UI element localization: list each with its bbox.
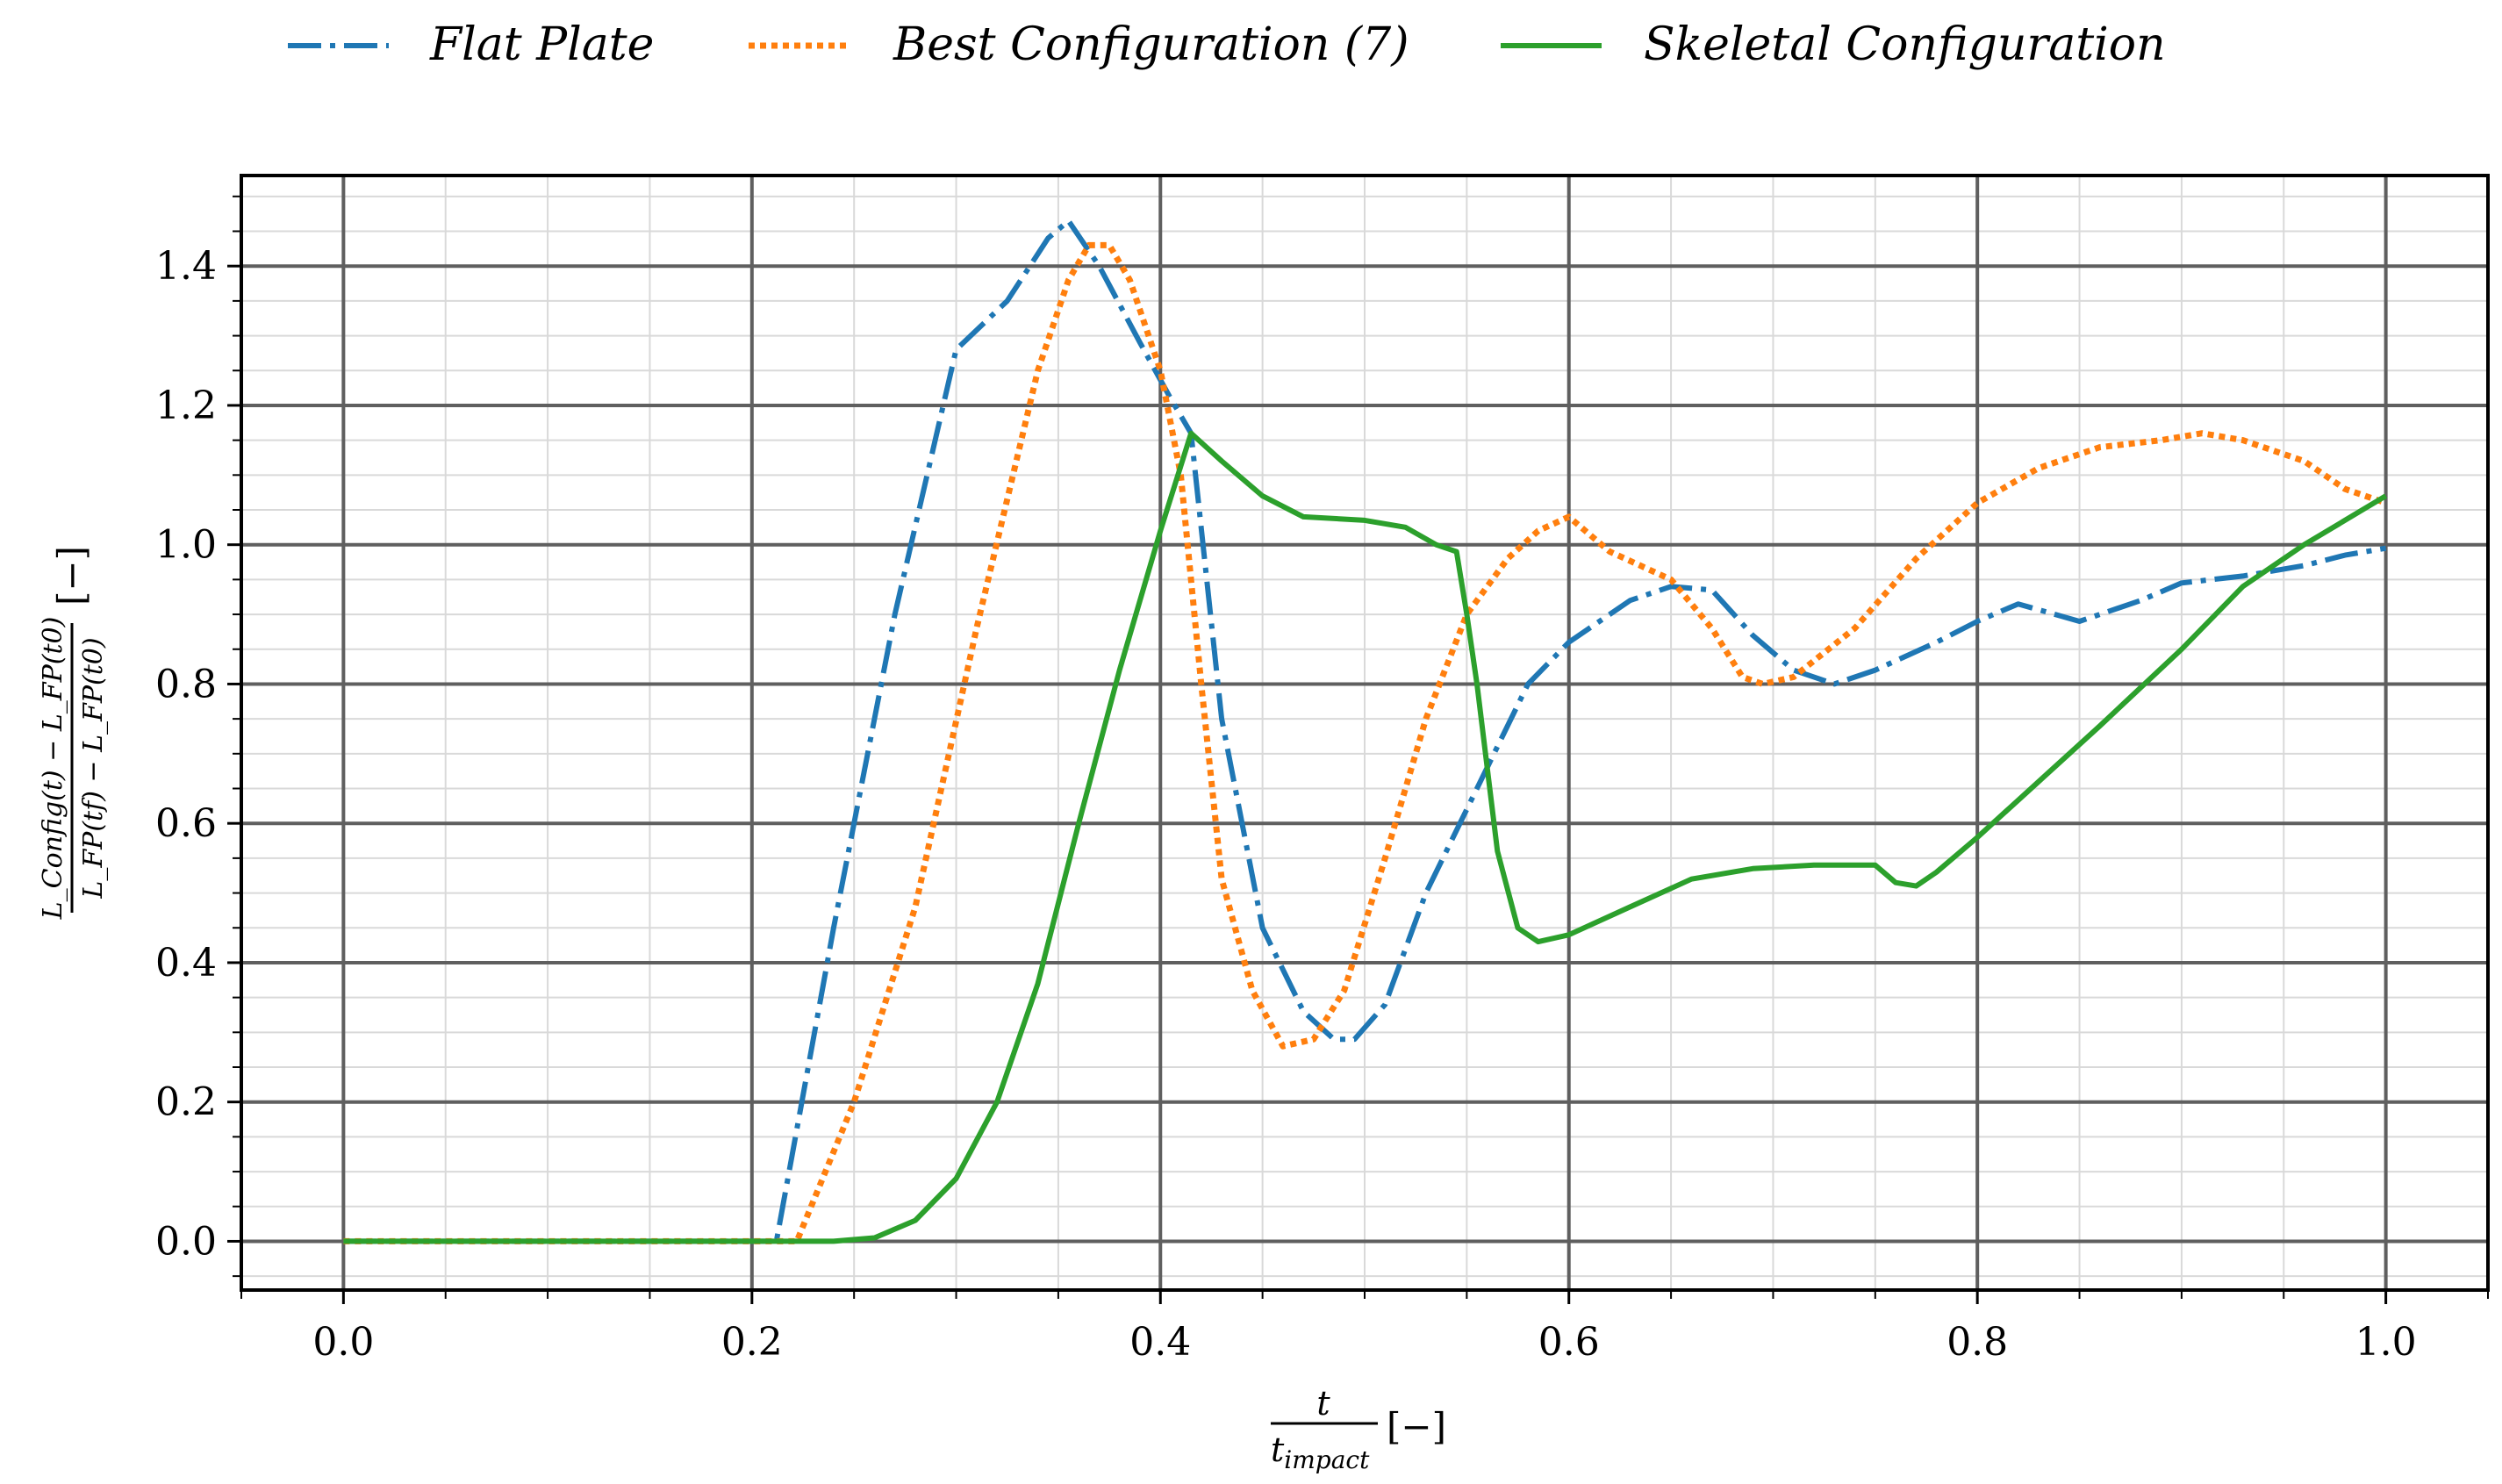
x-tick-label: 1.0 bbox=[2355, 1320, 2417, 1365]
y-axis-label-denominator: L_FP(tf) − L_FP(t0) bbox=[78, 637, 109, 899]
legend: Flat Plate Best Configuration (7) Skelet… bbox=[288, 18, 2166, 71]
y-tick-label: 0.6 bbox=[155, 801, 217, 846]
x-tick-label: 0.6 bbox=[1538, 1320, 1600, 1365]
legend-item-best-configuration: Best Configuration (7) bbox=[749, 18, 1409, 71]
y-tick-label: 1.4 bbox=[155, 244, 217, 289]
ticks bbox=[227, 195, 2489, 1304]
y-tick-label: 0.0 bbox=[155, 1219, 217, 1264]
series-line-skeletal-configuration bbox=[343, 430, 2388, 1244]
x-axis-label-denominator: timpact bbox=[1271, 1430, 1370, 1474]
legend-label-flat-plate: Flat Plate bbox=[429, 18, 654, 71]
y-tick-label: 0.2 bbox=[155, 1080, 217, 1125]
x-tick-label: 0.0 bbox=[312, 1320, 374, 1365]
y-tick-label: 1.0 bbox=[155, 523, 217, 568]
tick-labels: 0.0 0.2 0.4 0.6 0.8 1.0 0.0 0.2 0.4 0.6 0.8 1.0 1.2 1… bbox=[155, 244, 2417, 1365]
x-axis-label-unit: [−] bbox=[1387, 1405, 1446, 1448]
x-axis-label-numerator: t bbox=[1316, 1384, 1330, 1423]
y-axis-label-unit: [−] bbox=[50, 546, 93, 606]
legend-item-flat-plate: Flat Plate bbox=[288, 18, 654, 71]
x-tick-label: 0.8 bbox=[1946, 1320, 2008, 1365]
y-tick-label: 1.2 bbox=[155, 384, 217, 428]
x-tick-label: 0.2 bbox=[721, 1320, 783, 1365]
series-layer bbox=[343, 218, 2388, 1244]
legend-label-best-configuration: Best Configuration (7) bbox=[893, 18, 1409, 71]
legend-label-skeletal-configuration: Skeletal Configuration bbox=[1644, 18, 2166, 71]
legend-item-skeletal-configuration: Skeletal Configuration bbox=[1501, 18, 2166, 71]
x-tick-label: 0.4 bbox=[1129, 1320, 1191, 1365]
y-axis-label: L_Config(t) − L_FP(t0) L_FP(tf) − L_FP(t… bbox=[38, 546, 109, 920]
y-axis-label-numerator: L_Config(t) − L_FP(t0) bbox=[38, 617, 68, 921]
y-tick-label: 0.4 bbox=[155, 941, 217, 986]
x-axis-label: t timpact [−] bbox=[1271, 1384, 1446, 1474]
y-tick-label: 0.8 bbox=[155, 662, 217, 706]
series-line-best-configuration-7 bbox=[343, 241, 2387, 1244]
major-grid bbox=[241, 176, 2488, 1290]
